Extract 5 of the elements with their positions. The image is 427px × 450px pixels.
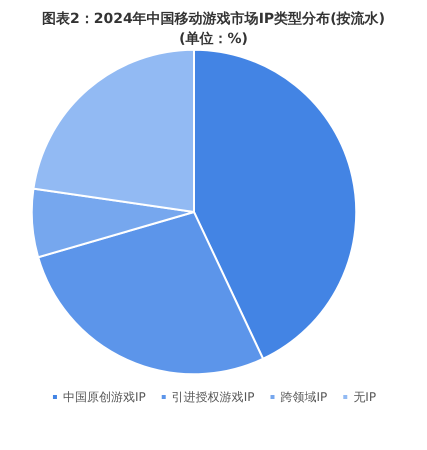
legend-label: 中国原创游戏IP bbox=[62, 390, 146, 404]
legend-label: 跨领域IP bbox=[280, 390, 328, 404]
legend-label: 无IP bbox=[353, 390, 376, 404]
chart-title: 图表2：2024年中国移动游戏市场IP类型分布(按流水) (单位：%) bbox=[42, 10, 385, 47]
legend-label: 引进授权游戏IP bbox=[172, 390, 255, 404]
